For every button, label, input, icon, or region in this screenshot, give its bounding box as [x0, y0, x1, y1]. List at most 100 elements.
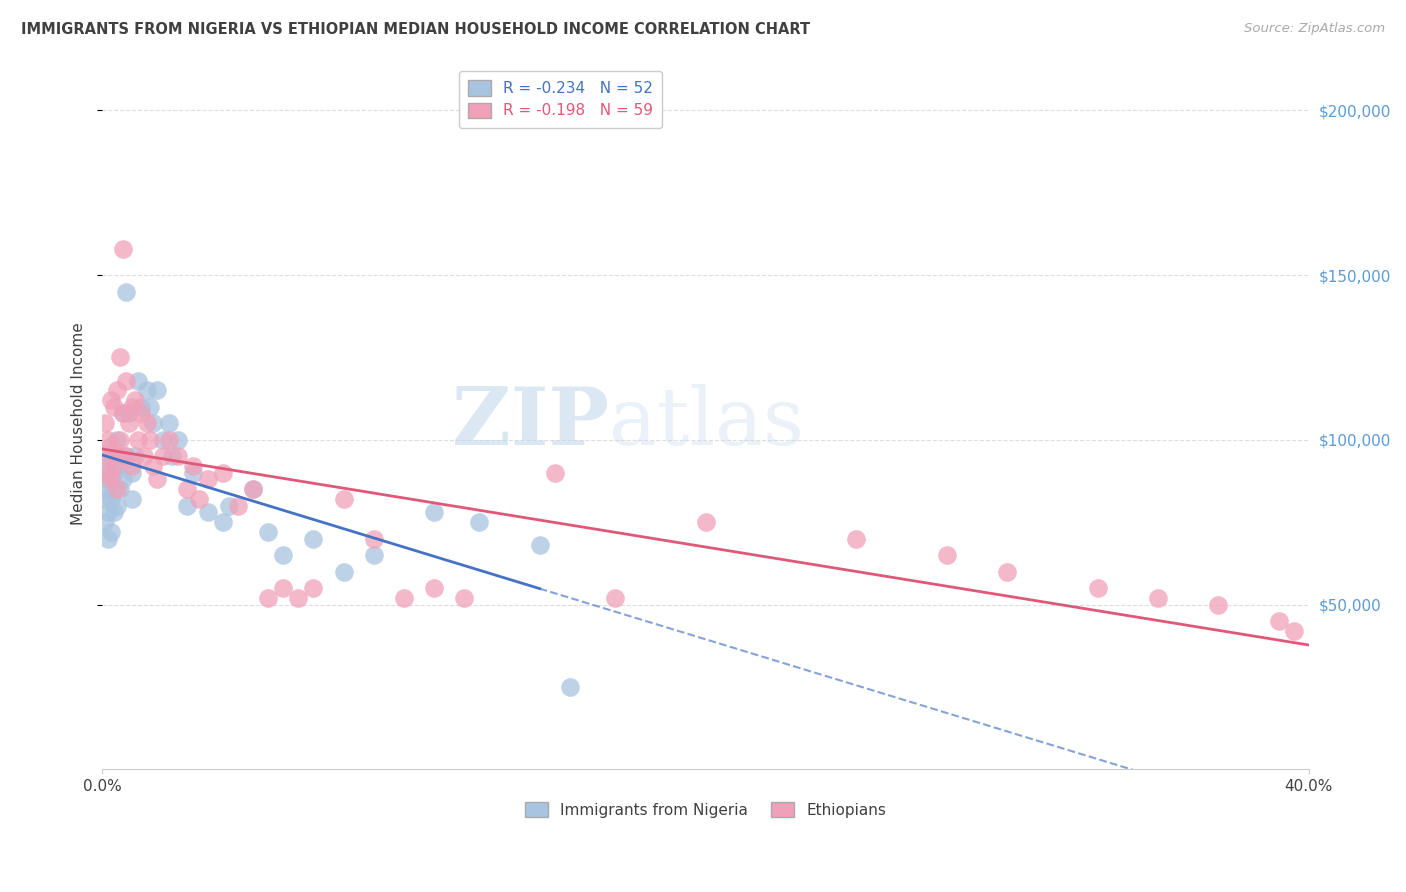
Point: [100, 472, 122, 486]
Point: [181, 459, 204, 474]
Point: [1208, 598, 1230, 612]
Point: [242, 483, 264, 497]
Point: [115, 285, 138, 299]
Point: [257, 525, 280, 540]
Point: [558, 680, 581, 694]
Point: [100, 472, 122, 486]
Point: [145, 384, 167, 398]
Point: [100, 525, 122, 540]
Point: [112, 407, 135, 421]
Point: [105, 450, 128, 464]
Point: [131, 407, 153, 421]
Point: [423, 505, 446, 519]
Point: [176, 483, 198, 497]
Point: [695, 515, 717, 529]
Point: [603, 591, 626, 605]
Point: [423, 581, 446, 595]
Point: [115, 450, 138, 464]
Point: [97, 483, 120, 497]
Point: [139, 400, 162, 414]
Point: [181, 466, 204, 480]
Point: [392, 591, 415, 605]
Point: [121, 400, 143, 414]
Point: [935, 548, 957, 562]
Text: ZIP: ZIP: [451, 384, 609, 462]
Point: [212, 466, 235, 480]
Point: [242, 483, 264, 497]
Point: [94, 472, 117, 486]
Point: [105, 384, 128, 398]
Point: [152, 433, 174, 447]
Point: [139, 433, 162, 447]
Point: [97, 505, 120, 519]
Point: [363, 548, 385, 562]
Point: [110, 433, 132, 447]
Point: [105, 433, 128, 447]
Point: [226, 499, 249, 513]
Point: [112, 472, 135, 486]
Point: [100, 439, 122, 453]
Point: [118, 407, 141, 421]
Point: [1267, 614, 1289, 628]
Point: [529, 538, 551, 552]
Point: [187, 492, 209, 507]
Point: [110, 483, 132, 497]
Point: [152, 450, 174, 464]
Point: [544, 466, 567, 480]
Point: [1147, 591, 1170, 605]
Point: [97, 532, 120, 546]
Point: [94, 450, 117, 464]
Point: [97, 459, 120, 474]
Point: [157, 417, 180, 431]
Legend: Immigrants from Nigeria, Ethiopians: Immigrants from Nigeria, Ethiopians: [519, 796, 893, 824]
Point: [166, 433, 188, 447]
Point: [134, 450, 156, 464]
Point: [176, 499, 198, 513]
Text: atlas: atlas: [609, 384, 804, 462]
Point: [112, 407, 135, 421]
Point: [197, 472, 219, 486]
Point: [197, 505, 219, 519]
Y-axis label: Median Household Income: Median Household Income: [72, 322, 86, 524]
Point: [103, 505, 125, 519]
Point: [103, 459, 125, 474]
Point: [453, 591, 475, 605]
Point: [100, 492, 122, 507]
Point: [103, 466, 125, 480]
Point: [115, 450, 138, 464]
Point: [136, 417, 159, 431]
Point: [468, 515, 491, 529]
Point: [136, 384, 159, 398]
Point: [271, 548, 294, 562]
Text: Source: ZipAtlas.com: Source: ZipAtlas.com: [1244, 22, 1385, 36]
Point: [127, 433, 149, 447]
Point: [103, 483, 125, 497]
Point: [332, 565, 354, 579]
Point: [332, 492, 354, 507]
Point: [160, 450, 183, 464]
Point: [94, 515, 117, 529]
Point: [142, 459, 165, 474]
Point: [118, 417, 141, 431]
Point: [145, 472, 167, 486]
Point: [257, 591, 280, 605]
Point: [110, 351, 132, 365]
Point: [94, 492, 117, 507]
Point: [166, 450, 188, 464]
Point: [131, 400, 153, 414]
Point: [1087, 581, 1109, 595]
Point: [218, 499, 240, 513]
Point: [105, 459, 128, 474]
Point: [100, 450, 122, 464]
Point: [121, 459, 143, 474]
Point: [105, 483, 128, 497]
Point: [1282, 624, 1305, 638]
Point: [287, 591, 309, 605]
Point: [302, 581, 325, 595]
Point: [103, 400, 125, 414]
Point: [124, 450, 146, 464]
Point: [110, 450, 132, 464]
Point: [271, 581, 294, 595]
Point: [115, 374, 138, 388]
Point: [845, 532, 868, 546]
